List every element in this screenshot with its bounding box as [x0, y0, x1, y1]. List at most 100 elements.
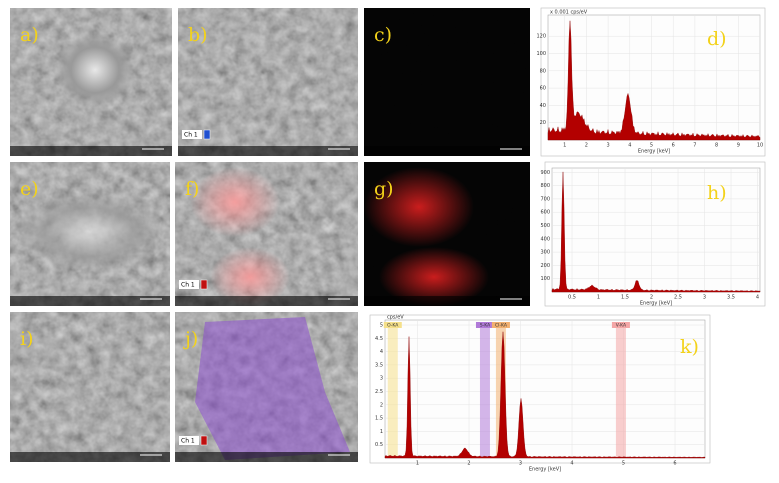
x-tick-label: 2: [467, 461, 470, 467]
panel-label: c): [374, 24, 392, 46]
micrograph: c): [364, 8, 530, 156]
info-bar: [10, 146, 172, 156]
x-tick-label: 4: [628, 143, 631, 149]
y-tick-label: 4.5: [375, 336, 383, 342]
peak-label: S-KA: [480, 323, 491, 329]
y-tick-label: 400: [540, 236, 550, 242]
x-axis-title: Energy [keV]: [640, 301, 672, 307]
micrograph: g): [364, 162, 530, 307]
y-tick-label: 100: [540, 276, 550, 282]
info-bar: [364, 296, 530, 306]
y-tick-label: 900: [540, 170, 550, 176]
y-tick-label: 20: [540, 120, 546, 126]
y-tick-label: 80: [540, 68, 546, 74]
panel-label: d): [707, 28, 727, 50]
peak-band: [387, 322, 398, 458]
micrograph: j) Ch 1: [175, 312, 358, 462]
x-tick-label: 7: [693, 143, 696, 149]
x-tick-label: 3: [703, 295, 706, 301]
panel-label: j): [183, 328, 198, 350]
y-tick-label: 800: [540, 183, 550, 189]
y-tick-label: 0.5: [375, 442, 383, 448]
spectrum-trace: [384, 331, 706, 459]
map-cloud: [364, 167, 474, 247]
x-axis-title: Energy [keV]: [638, 149, 670, 155]
y-tick-label: 5: [380, 323, 383, 329]
panel-label: g): [374, 178, 394, 200]
channel-box: [179, 280, 199, 289]
x-tick-label: 4: [570, 461, 573, 467]
panel-label: f): [185, 178, 199, 200]
channel-swatch: [200, 279, 208, 290]
info-bar: [178, 146, 358, 156]
x-tick-label: 6: [672, 143, 675, 149]
y-tick-label: 3: [380, 376, 383, 382]
micrograph: e): [10, 162, 170, 306]
x-tick-label: 1: [597, 295, 600, 301]
x-tick-label: 3.5: [727, 295, 735, 301]
channel-label: Ch 1: [181, 438, 195, 445]
x-tick-label: 0.5: [568, 295, 576, 301]
info-bar: [364, 146, 530, 156]
info-bar: [10, 296, 170, 306]
overlay: [195, 317, 350, 460]
overlay: [210, 247, 290, 307]
x-tick-label: 5: [622, 461, 625, 467]
map-dots: [364, 8, 530, 156]
x-tick-label: 9: [737, 143, 740, 149]
y-tick-label: 4: [380, 349, 383, 355]
info-bar: [175, 296, 358, 306]
channel-swatch: [200, 435, 208, 446]
channel-box: [179, 436, 199, 445]
y-tick-label: 200: [540, 263, 550, 269]
peak-tag: [383, 322, 402, 328]
panel-label: e): [20, 178, 39, 200]
x-tick-label: 2.5: [674, 295, 682, 301]
x-tick-label: 1: [563, 143, 566, 149]
y-axis-title: cps/eV: [387, 315, 404, 321]
map-cloud: [379, 247, 489, 307]
x-tick-label: 1: [416, 461, 419, 467]
peak-tag: [475, 322, 494, 328]
channel-box: [182, 130, 202, 139]
info-bar: [175, 452, 358, 462]
channel-label: Ch 1: [181, 282, 195, 289]
y-tick-label: 100: [536, 51, 546, 57]
y-tick-label: 2: [380, 402, 383, 408]
particle: [55, 32, 135, 108]
y-tick-label: 120: [536, 34, 546, 40]
peak-label: O-KA: [387, 323, 399, 329]
spectrum-trace: [551, 171, 761, 293]
spectrum: 0.5 1 1.5 2 2.5 3 3.5 4 4.5 5 1 2 3 4 5 6 Energy [keV] cp…: [369, 315, 711, 473]
y-axis-title: x 0.001 cps/eV: [550, 10, 588, 16]
y-tick-label: 500: [540, 223, 550, 229]
y-tick-label: 3.5: [375, 362, 383, 368]
peak-band: [479, 322, 490, 458]
image-texture: [10, 312, 170, 462]
panel-label: b): [188, 24, 208, 46]
spectrum: 100 200 300 400 500 600 700 800 900 0.5 1 1.5 2 2.5 3 3…: [540, 161, 766, 307]
sheet: [15, 192, 165, 272]
y-tick-label: 1.5: [375, 416, 383, 422]
peak-band: [615, 322, 626, 458]
micrograph: i): [10, 312, 170, 462]
info-bar: [10, 452, 170, 462]
y-tick-label: 1: [380, 429, 383, 435]
micrograph: a): [10, 8, 172, 156]
x-tick-label: 10: [757, 143, 763, 149]
y-tick-label: 600: [540, 210, 550, 216]
x-tick-label: 6: [673, 461, 676, 467]
panel-label: a): [20, 24, 39, 46]
micrograph: f) Ch 1: [175, 162, 358, 307]
y-tick-label: 2.5: [375, 389, 383, 395]
x-tick-label: 3: [607, 143, 610, 149]
spectrum-trace: [547, 20, 761, 141]
plot-area: [384, 319, 706, 459]
peak-tag: [611, 322, 630, 328]
panel-label: k): [680, 336, 699, 358]
y-tick-label: 40: [540, 103, 546, 109]
channel-label: Ch 1: [184, 132, 198, 139]
peak-tag: [491, 322, 510, 328]
